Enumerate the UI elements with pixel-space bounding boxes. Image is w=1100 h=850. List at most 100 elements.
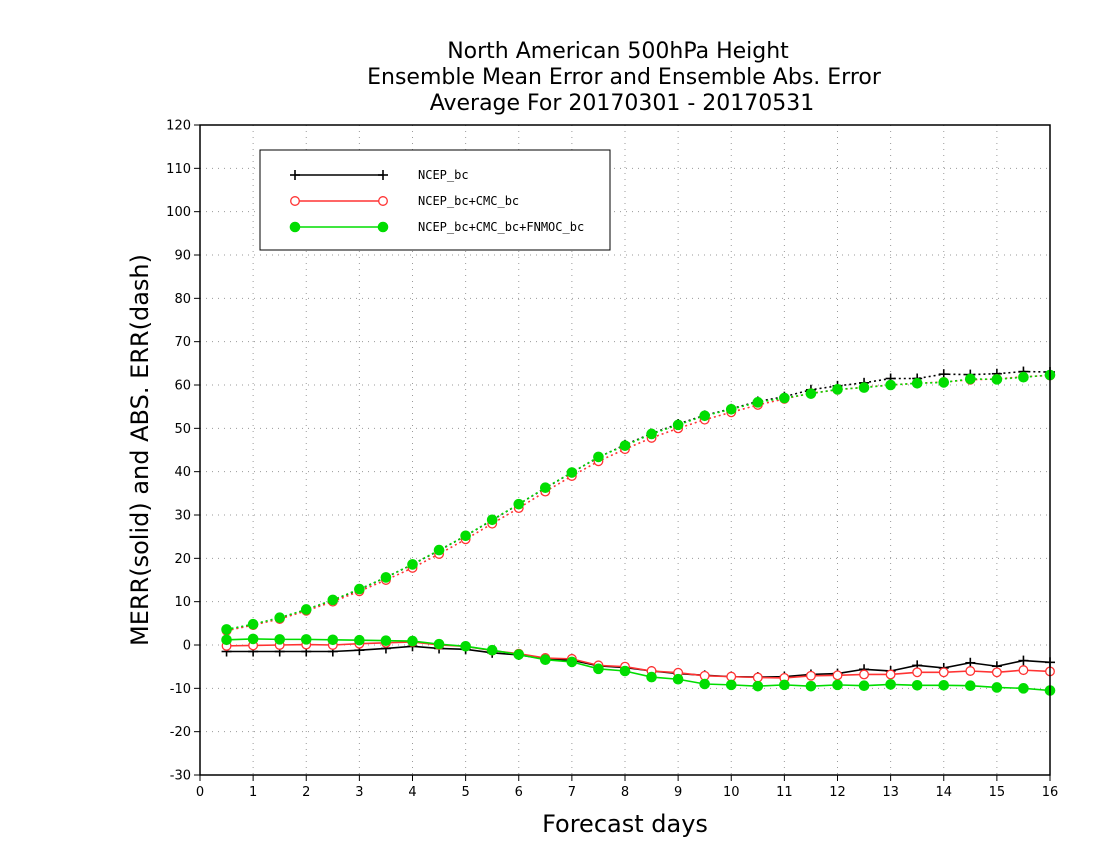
abs-err-point [460,530,471,542]
merr-point [859,669,870,680]
x-tick-label: 8 [621,785,629,800]
merr-point [965,666,976,676]
merr-point [699,678,710,690]
merr-point [1018,683,1029,694]
merr-point [725,679,737,691]
y-tick-label: 30 [174,509,191,524]
merr-point [221,634,232,646]
legend-entry: NCEP_bc+CMC_bc [290,194,519,208]
x-tick-label: 1 [249,785,257,800]
y-tick-label: 110 [166,162,191,177]
x-tick-label: 11 [776,785,793,800]
merr-point [247,633,259,645]
x-tick-label: 3 [355,785,363,800]
y-tick-label: 0 [183,639,191,654]
abs-err-line [226,374,1051,632]
y-tick-label: 100 [166,205,191,220]
chart-title-line-3: Average For 20170301 - 20170531 [430,91,815,116]
y-tick-label: -30 [170,769,191,784]
merr-point [619,665,631,677]
merr-point [354,634,365,646]
legend: NCEP_bc NCEP_bc+CMC_bc NCEP_bc+CMC_bc+FNMO… [259,149,611,251]
y-tick-label: -20 [170,725,191,740]
abs-err-point [566,467,578,478]
x-axis: 0 1 2 3 4 5 6 7 8 9 10 11 12 13 14 15 16 [196,775,1058,800]
legend-label: NCEP_bc+CMC_bc [418,194,519,208]
merr-point [991,667,1002,678]
abs-err-point [832,384,843,395]
merr-point [300,634,312,645]
merr-point [752,672,763,683]
merr-point [274,634,285,645]
x-tick-label: 16 [1042,785,1059,800]
abs-err-point [593,451,604,463]
abs-err-point [407,559,418,570]
y-tick-label: 40 [174,465,191,480]
y-axis-label: MERR(solid) and ABS. ERR(dash) [126,254,154,646]
merr-point [593,663,604,675]
merr-point [327,634,339,646]
abs-err-point [486,514,498,526]
merr-point [407,635,418,647]
y-tick-label: -10 [170,682,191,697]
merr-point [513,649,525,660]
abs-err-point [699,410,710,422]
y-tick-label: 120 [166,119,191,134]
abs-err-point [752,397,764,408]
x-tick-label: 2 [302,785,310,800]
abs-err-point [672,419,684,431]
x-tick-label: 0 [196,785,204,800]
abs-err-point [619,440,631,451]
abs-err-point [646,428,657,440]
merr-point [566,656,578,668]
x-tick-label: 9 [674,785,682,800]
merr-point [779,679,790,691]
abs-err-point [805,388,817,399]
merr-point [540,654,551,666]
legend-entry: NCEP_bc [290,168,469,182]
abs-err-point [858,382,870,393]
merr-point [1018,655,1029,666]
merr-point [486,644,498,656]
merr-point [380,635,392,646]
y-tick-label: 80 [174,292,191,307]
abs-err-line [226,374,1051,631]
series-layer [221,366,1056,696]
abs-err-point [938,377,950,388]
y-tick-label: 60 [174,379,191,394]
merr-point [965,680,976,692]
x-tick-label: 4 [408,785,416,800]
abs-err-point [911,377,923,389]
merr-line [226,641,1051,679]
legend-entry: NCEP_bc+CMC_bc+FNMOC_bc [289,220,584,234]
merr-point [858,680,870,692]
legend-marker [378,170,388,180]
abs-err-line [226,370,1051,632]
merr-line [226,638,1051,692]
abs-err-point [247,618,259,630]
y-tick-label: 50 [174,422,191,437]
abs-err-point [965,373,976,385]
abs-err-point [1018,371,1029,383]
merr-point [938,667,949,678]
series-1 [221,370,1055,683]
abs-err-point [725,403,737,415]
merr-point [885,669,896,680]
abs-err-point [300,604,312,615]
merr-point [460,641,471,652]
merr-point [752,680,764,692]
merr-point [912,667,923,678]
legend-marker [378,196,388,206]
merr-point [805,670,816,681]
merr-point [832,679,843,691]
x-tick-label: 15 [989,785,1006,800]
legend-label: NCEP_bc+CMC_bc+FNMOC_bc [418,220,584,234]
merr-point [1018,665,1029,676]
x-tick-label: 10 [723,785,740,800]
merr-point [991,682,1003,693]
y-tick-label: 90 [174,249,191,264]
merr-point [672,673,684,685]
abs-err-point [540,482,551,494]
abs-err-point [433,544,445,556]
